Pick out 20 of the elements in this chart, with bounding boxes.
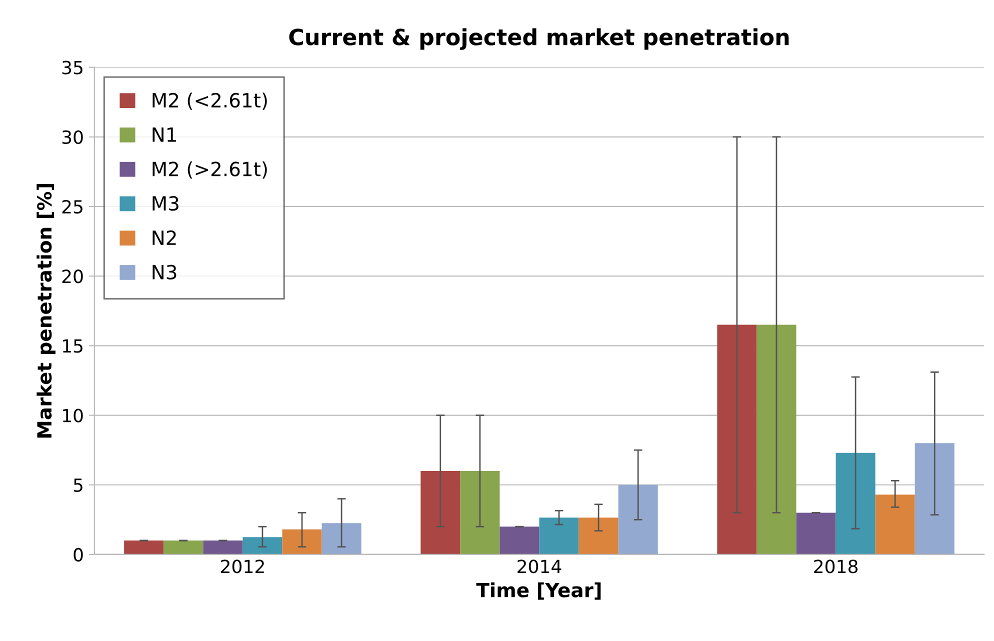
y-tick-label: 10: [63, 408, 83, 422]
legend-label: N3: [152, 264, 176, 280]
x-tick-label: 2012: [221, 560, 264, 574]
y-tick-label: 20: [62, 270, 83, 284]
y-tick-label: 0: [74, 548, 83, 562]
y-tick-label: 15: [63, 339, 82, 353]
legend-label: M2 (>2.61t): [152, 161, 267, 179]
legend-label: M2 (<2.61t): [152, 92, 267, 110]
y-tick-label: 5: [74, 478, 82, 492]
x-axis-title: Time [Year]: [476, 582, 601, 600]
y-tick-label: 25: [62, 200, 82, 214]
legend-label: N1: [152, 128, 176, 142]
legend-label: N2: [152, 230, 176, 245]
y-tick-label: 30: [62, 130, 83, 144]
y-axis-title: Market penetration [%]: [36, 184, 56, 438]
y-tick-label: 35: [62, 60, 82, 74]
chart-title: Current & projected market penetration: [289, 28, 789, 50]
x-tick-label: 2018: [814, 560, 858, 574]
x-tick-label: 2014: [518, 560, 562, 574]
legend-label: M3: [152, 196, 178, 211]
